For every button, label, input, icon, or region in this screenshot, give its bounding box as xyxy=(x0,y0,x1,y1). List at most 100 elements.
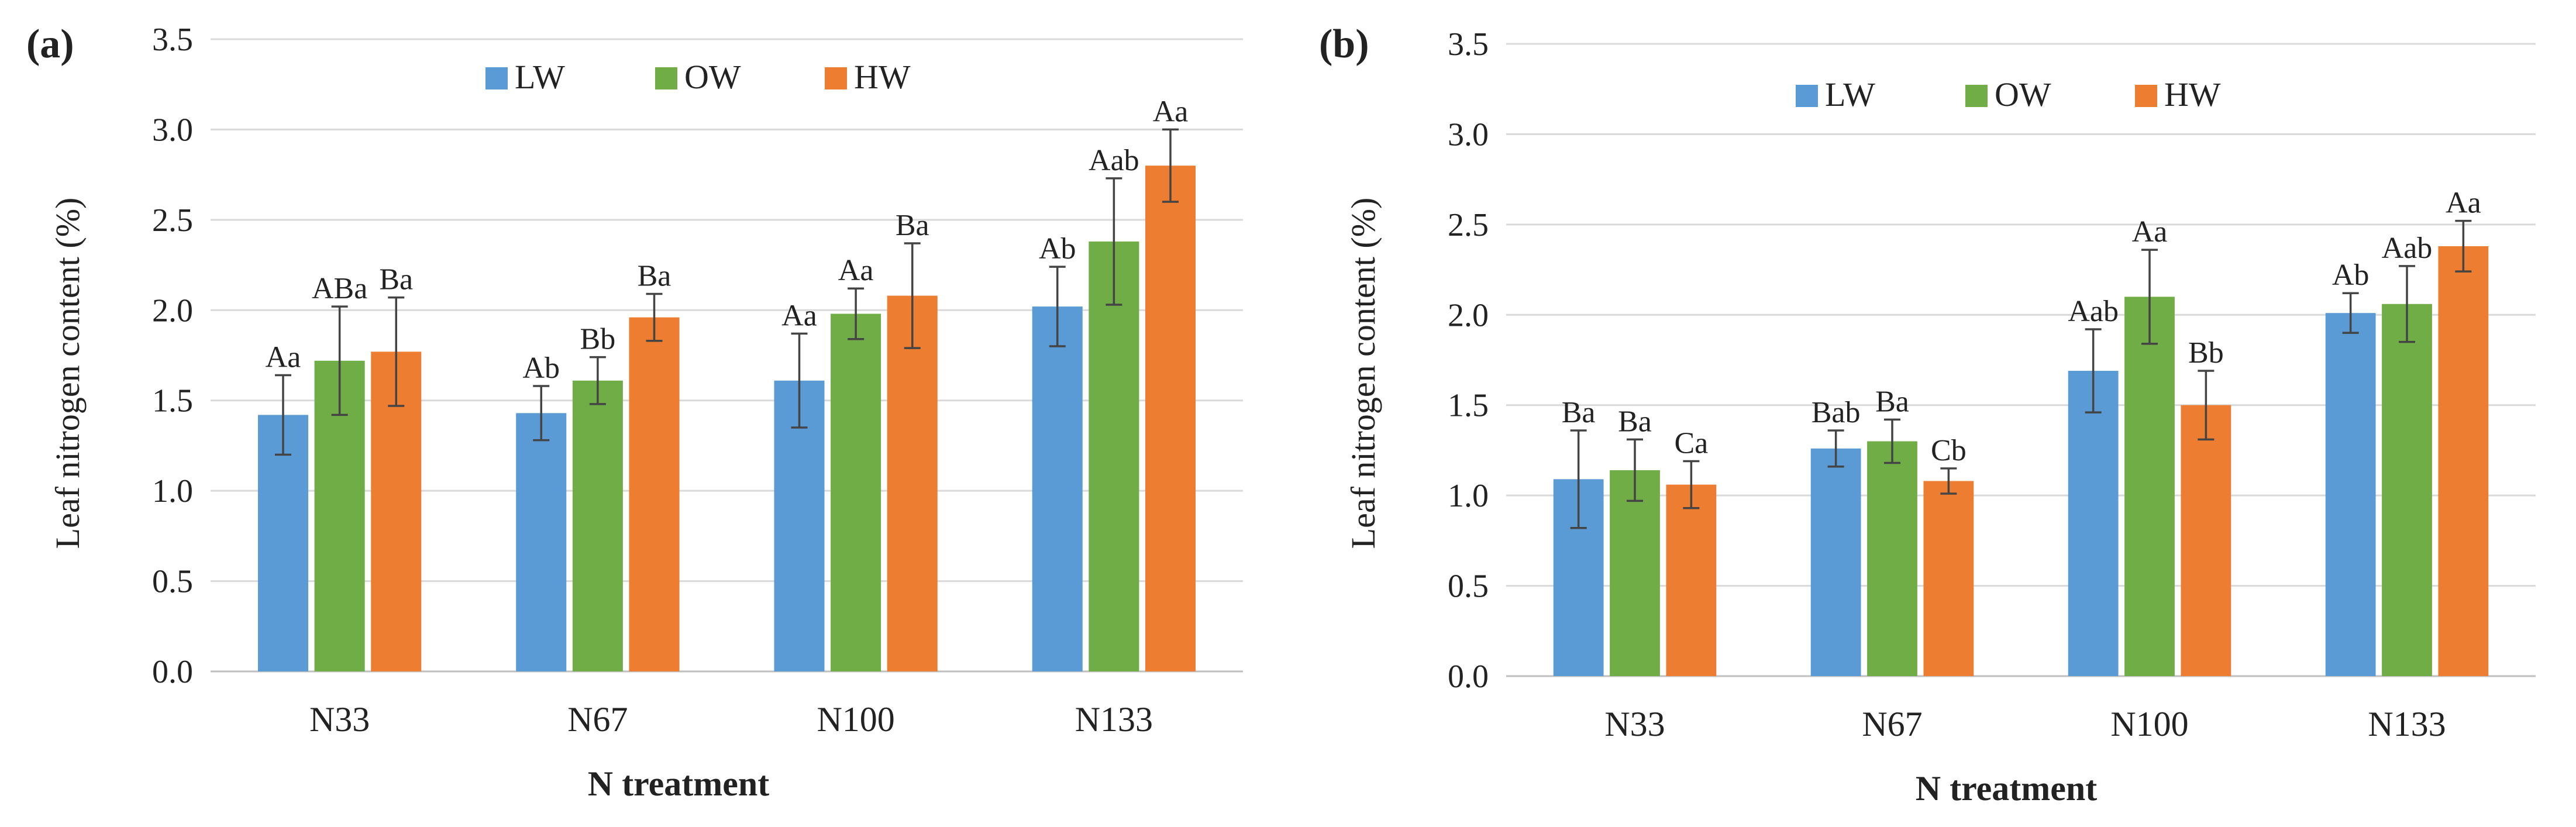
panel-b-significance-label-ow-n67: Ba xyxy=(1875,385,1909,418)
panel-a-gridlines xyxy=(211,38,1243,673)
panel-a-significance-label-lw-n33: Aa xyxy=(266,340,301,374)
panel-a-significance-label-hw-n67: Ba xyxy=(638,259,671,292)
panel-b-significance-label-lw-n33: Ba xyxy=(1562,396,1596,429)
panel-b-significance-label-lw-n100: Aab xyxy=(2068,295,2119,328)
panel-a-y-tick-label: 2.5 xyxy=(152,202,193,239)
panel-a-significance-label-ow-n67: Bb xyxy=(580,323,616,356)
panel-b-x-label-n33: N33 xyxy=(1604,705,1665,743)
panel-a-legend-swatch-lw xyxy=(485,67,508,89)
panel-a-bar-lw-n33 xyxy=(257,415,309,671)
panel-a-x-axis-title: N treatment xyxy=(588,764,769,803)
panel-b-x-categories: N33 N67 N100 N133 xyxy=(1604,705,2446,743)
panel-a-legend-label-ow: OW xyxy=(684,58,741,96)
panel-a-bars: Aa ABa Ba Ab Bb Ba Aa Aa Ba Ab Aab Aa xyxy=(257,95,1196,671)
panel-b-legend-swatch-lw xyxy=(1796,85,1818,107)
panel-b-legend-label-lw: LW xyxy=(1825,75,1875,113)
panel-b-legend: LW OW HW xyxy=(1796,75,2221,113)
panel-b-significance-label-lw-n133: Ab xyxy=(2332,259,2370,292)
panel-a-bar-ow-n100 xyxy=(831,313,881,671)
panel-a-legend-swatch-hw xyxy=(825,67,847,89)
panel-a-significance-label-lw-n67: Ab xyxy=(522,352,560,385)
panel-b-significance-label-hw-n133: Aa xyxy=(2446,187,2481,220)
panel-b-tag: (b) xyxy=(1319,22,1369,67)
panel-a-legend-label-hw: HW xyxy=(854,58,911,96)
panel-a-legend-swatch-ow xyxy=(655,67,677,89)
panel-b-y-tick-label: 1.0 xyxy=(1448,478,1489,514)
panel-b-x-label-n133: N133 xyxy=(2368,705,2446,743)
panel-b-bar-ow-n133 xyxy=(2382,304,2432,676)
panel-b-bar-hw-n67 xyxy=(1923,481,1974,676)
panel-a-y-axis-title: Leaf nitrogen content (%) xyxy=(49,198,87,549)
panel-b-significance-label-ow-n133: Aab xyxy=(2382,232,2433,265)
panel-b-legend-swatch-hw xyxy=(2135,85,2157,107)
panel-b-significance-label-hw-n33: Ca xyxy=(1674,426,1708,460)
panel-b-bar-hw-n33 xyxy=(1666,484,1717,676)
panel-a-bar-ow-n133 xyxy=(1089,241,1139,671)
panel-a-x-label-n67: N67 xyxy=(567,700,628,739)
panel-a-significance-label-lw-n133: Ab xyxy=(1039,232,1076,266)
panel-b-significance-label-hw-n100: Bb xyxy=(2188,336,2224,370)
panel-b-y-tick-label: 2.0 xyxy=(1448,297,1489,333)
panel-a-bar-lw-n100 xyxy=(774,380,825,671)
panel-a-bar-ow-n67 xyxy=(572,380,623,671)
panel-b-x-label-n100: N100 xyxy=(2110,705,2188,743)
panel-b-x-label-n67: N67 xyxy=(1862,705,1922,743)
panel-b-y-ticks: 0.0 0.5 1.0 1.5 2.0 2.5 3.0 3.5 xyxy=(1448,26,1489,695)
panel-a-x-label-n100: N100 xyxy=(817,700,894,739)
panel-b-legend-swatch-ow xyxy=(1965,85,1988,107)
panel-a-significance-label-ow-n100: Aa xyxy=(838,254,874,287)
panel-b-y-tick-label: 0.5 xyxy=(1448,568,1489,605)
panel-b-y-axis-title: Leaf nitrogen content (%) xyxy=(1344,198,1382,549)
panel-a-y-tick-label: 3.0 xyxy=(152,112,193,148)
panel-b-gridlines xyxy=(1506,43,2536,677)
panel-a-x-label-n33: N33 xyxy=(309,700,370,739)
panel-a-y-tick-label: 1.0 xyxy=(152,473,193,509)
panel-b-significance-label-ow-n33: Ba xyxy=(1618,405,1652,438)
panel-a-significance-label-hw-n133: Aa xyxy=(1153,95,1189,128)
panel-b-y-tick-label: 3.0 xyxy=(1448,116,1489,153)
panel-a-bar-lw-n67 xyxy=(516,413,567,671)
panel-b-legend-label-ow: OW xyxy=(1995,75,2051,113)
panel-a: (a) 0.0 0.5 1.0 1.5 2.0 2.5 3.0 3.5 Aa ABa Ba Ab Bb… xyxy=(26,22,1243,803)
panel-b-bars: Ba Ba Ca Bab Ba Cb Aab Aa Bb Ab Aab Aa xyxy=(1553,187,2489,676)
panel-b-bar-ow-n100 xyxy=(2124,297,2175,676)
panel-b-bar-hw-n133 xyxy=(2438,246,2489,676)
panel-a-significance-label-hw-n100: Ba xyxy=(896,209,929,242)
panel-a-significance-label-lw-n100: Aa xyxy=(781,299,817,332)
panel-b-bar-hw-n100 xyxy=(2181,405,2231,676)
panel-a-y-tick-label: 0.0 xyxy=(152,654,193,690)
panel-b-significance-label-ow-n100: Aa xyxy=(2132,215,2168,249)
panel-b-significance-label-lw-n67: Bab xyxy=(1812,396,1861,429)
panel-a-x-categories: N33 N67 N100 N133 xyxy=(309,700,1153,739)
panel-a-significance-label-hw-n33: Ba xyxy=(379,263,413,297)
panel-a-bar-lw-n133 xyxy=(1032,306,1083,671)
panel-a-significance-label-ow-n133: Aab xyxy=(1089,144,1139,177)
panel-b-bar-lw-n67 xyxy=(1810,448,1861,676)
panel-b-y-tick-label: 2.5 xyxy=(1448,207,1489,243)
panel-b-bar-ow-n33 xyxy=(1610,470,1660,676)
panel-a-tag: (a) xyxy=(26,22,74,67)
panel-b-y-tick-label: 3.5 xyxy=(1448,26,1489,63)
panel-b-y-tick-label: 0.0 xyxy=(1448,659,1489,695)
panel-b-bar-lw-n133 xyxy=(2325,313,2376,676)
panel-b-bar-ow-n67 xyxy=(1867,441,1917,676)
panel-a-y-ticks: 0.0 0.5 1.0 1.5 2.0 2.5 3.0 3.5 xyxy=(152,22,193,690)
panel-a-y-tick-label: 1.5 xyxy=(152,383,193,419)
panel-a-bar-hw-n100 xyxy=(887,295,938,671)
panel-a-bar-hw-n67 xyxy=(629,317,680,671)
panel-a-x-label-n133: N133 xyxy=(1075,700,1153,739)
panel-b-y-tick-label: 1.5 xyxy=(1448,388,1489,424)
panel-a-y-tick-label: 0.5 xyxy=(152,564,193,600)
panel-a-legend-label-lw: LW xyxy=(515,58,565,96)
panel-a-y-tick-label: 2.0 xyxy=(152,292,193,329)
panel-b-legend-label-hw: HW xyxy=(2164,75,2221,113)
panel-a-legend: LW OW HW xyxy=(485,58,911,96)
panel-b-bar-lw-n100 xyxy=(2068,371,2119,676)
panel-b-x-axis-title: N treatment xyxy=(1916,769,2097,808)
panel-a-significance-label-ow-n33: ABa xyxy=(312,272,367,305)
panel-b-significance-label-hw-n67: Cb xyxy=(1931,434,1967,467)
panel-a-y-tick-label: 3.5 xyxy=(152,22,193,58)
panel-a-bar-hw-n133 xyxy=(1145,166,1196,671)
